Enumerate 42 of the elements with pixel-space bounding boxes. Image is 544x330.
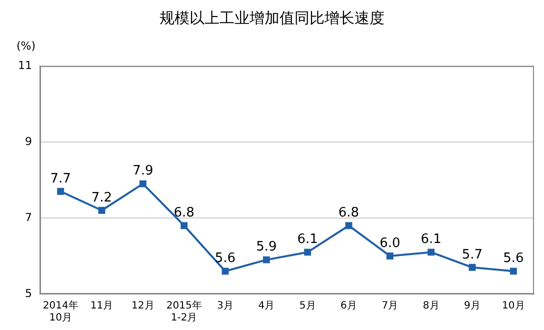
y-tick-label: 11 (18, 58, 32, 72)
x-tick-label: 11月 (90, 300, 114, 312)
point (222, 268, 229, 275)
x-tick-label: 2014年 10月 (42, 300, 78, 324)
x-tick-label: 9月 (464, 300, 480, 312)
data-label: 5.9 (256, 240, 277, 255)
x-tick-label: 12月 (132, 300, 154, 312)
x-tick-label: 5月 (299, 300, 316, 312)
point (386, 252, 394, 260)
x-tick-label: 3月 (217, 300, 234, 312)
x-tick-label: 6月 (340, 300, 357, 312)
y-tick-label: 5 (24, 286, 32, 300)
point (510, 268, 517, 275)
point (345, 222, 352, 230)
data-label: 7.2 (91, 190, 112, 206)
data-label: 6.8 (338, 205, 360, 220)
data-label: 5.6 (214, 251, 236, 266)
y-tick-label: 7 (24, 210, 32, 224)
point (262, 256, 270, 264)
data-label: 6.8 (174, 205, 194, 220)
data-label: 5.7 (462, 247, 483, 262)
point (57, 188, 64, 195)
point (428, 248, 435, 256)
y-axis-title: (%) (16, 39, 36, 52)
point (304, 248, 312, 256)
data-label: 7.9 (132, 164, 154, 179)
data-label: 7.7 (50, 171, 71, 186)
x-tick-label: 7月 (382, 300, 398, 312)
x-tick-label: 4月 (258, 300, 275, 312)
point (468, 264, 476, 271)
x-tick-label: 2015年 1-2月 (166, 300, 202, 324)
chart-title: 规模以上工业增加值同比增长速度 (160, 8, 384, 27)
point (180, 222, 188, 230)
data-label: 5.6 (503, 251, 524, 266)
y-tick-label: 9 (24, 134, 32, 148)
data-label: 6.1 (420, 232, 442, 248)
data-label: 6.1 (297, 232, 318, 248)
x-tick-label: 10月 (502, 300, 525, 312)
x-tick-label: 8月 (422, 300, 440, 312)
point (98, 206, 106, 214)
point (139, 180, 146, 188)
data-label: 6.0 (380, 236, 400, 251)
